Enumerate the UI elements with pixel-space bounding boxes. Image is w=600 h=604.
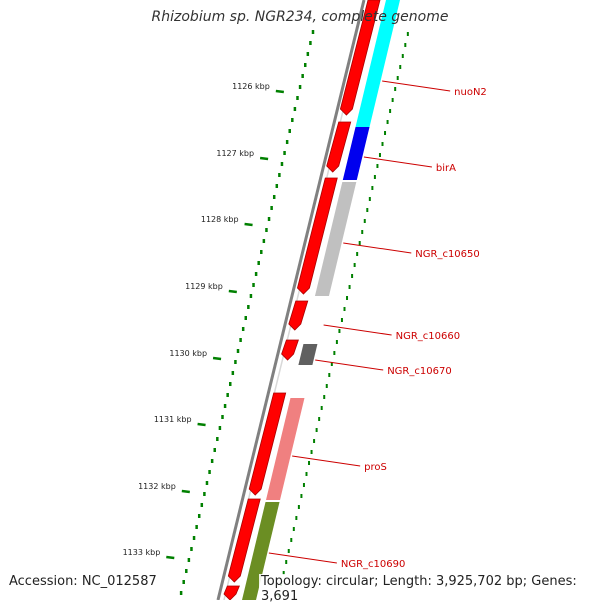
gene-label: birA	[436, 163, 456, 174]
tick-mark	[166, 555, 175, 560]
tick-label: 1132 kbp	[138, 482, 176, 491]
gene-label: NGR_c10660	[396, 331, 461, 342]
cds-arrow	[248, 392, 287, 496]
backbone-outer	[216, 0, 366, 600]
map-title: Rhizobium sp. NGR234, complete genome	[151, 9, 449, 25]
gene-block	[242, 502, 280, 600]
gene-label-leader	[268, 552, 337, 564]
tick-label: 1133 kbp	[123, 548, 161, 557]
gene-block	[342, 127, 370, 180]
gene-label: NGR_c10650	[415, 249, 480, 260]
cds-arrow	[288, 300, 309, 331]
cds-arrow	[326, 121, 352, 173]
tick-mark	[275, 89, 284, 94]
tick-mark	[212, 356, 222, 361]
tick-mark	[259, 156, 269, 161]
gene-label: nuoN2	[454, 87, 487, 98]
gene-block	[305, 300, 328, 335]
gene-label: NGR_c10690	[341, 559, 406, 570]
gene-label-leader	[382, 80, 451, 92]
cds-arrow	[281, 339, 299, 361]
gene-label: NGR_c10670	[387, 366, 452, 377]
gene-label-leader	[323, 324, 392, 336]
tick-mark	[228, 289, 237, 294]
cds-arrow	[227, 498, 261, 583]
gene-block	[298, 344, 318, 365]
tick-mark	[244, 222, 253, 227]
tick-label: 1127 kbp	[216, 149, 254, 158]
cds-arrow	[223, 585, 240, 600]
tick-mark	[181, 489, 190, 494]
accession-label: Accession: NC_012587	[7, 574, 159, 589]
tick-label: 1130 kbp	[169, 349, 207, 358]
cds-arrow	[296, 177, 338, 295]
tick-mark	[197, 422, 206, 427]
tick-label: 1131 kbp	[154, 415, 192, 424]
tick-label: 1126 kbp	[232, 82, 270, 91]
gene-label: proS	[364, 462, 387, 473]
tick-label: 1128 kbp	[201, 215, 239, 224]
tick-label: 1129 kbp	[185, 282, 223, 291]
topology-label: Topology: circular; Length: 3,925,702 bp…	[259, 574, 600, 604]
cds-arrow	[339, 0, 381, 116]
gene-block	[314, 182, 357, 296]
gene-label-leader	[315, 359, 384, 371]
gene-block	[355, 0, 400, 127]
gene-block	[266, 398, 305, 500]
gene-label-leader	[292, 455, 361, 467]
gene-label-leader	[343, 242, 412, 254]
gene-label-leader	[363, 156, 432, 168]
